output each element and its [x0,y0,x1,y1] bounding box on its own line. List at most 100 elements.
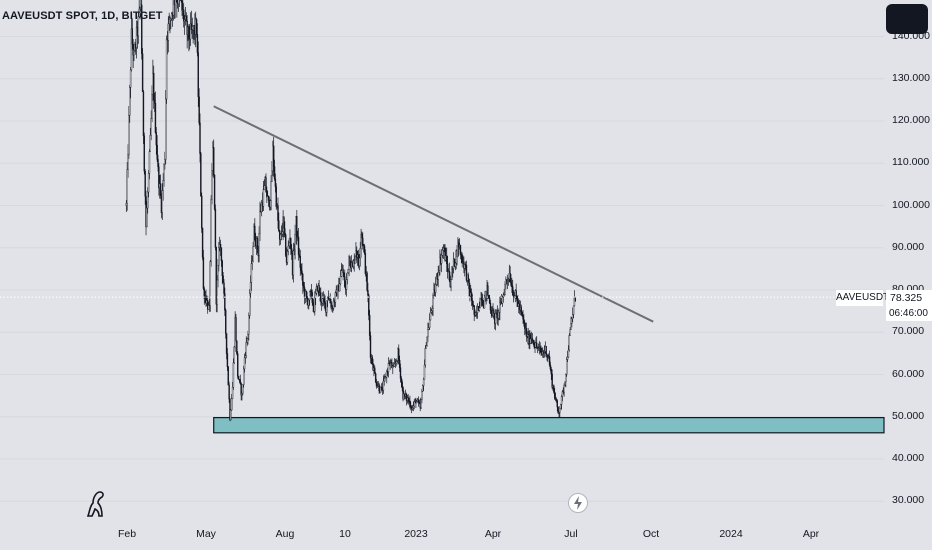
time-tick-label: 2024 [719,528,743,540]
candle-body [557,406,559,414]
candle-body [431,308,433,311]
candle-body [219,244,222,248]
candle-body [525,328,528,337]
candle-body [172,0,175,16]
candle-body [438,270,440,273]
candle-body [292,250,295,276]
candle-body [130,28,133,71]
candle-body [505,279,507,285]
candle-body [497,310,499,319]
candle-body [218,247,220,266]
candle-body [168,17,170,25]
price-tick-label: 120.000 [892,114,930,126]
candle-body [382,380,385,391]
candle-body [442,247,445,251]
candle-body [217,264,219,281]
candle-body [376,385,379,387]
candle-body [243,357,246,370]
candle-body [359,248,361,259]
candle-body [320,292,322,302]
candle-body [441,249,444,256]
candle-body [464,264,467,266]
candle-body [137,16,140,37]
candle-body [504,284,506,295]
candle-body [494,313,497,324]
candle-body [454,262,457,267]
candle-body [278,220,280,231]
candle-body [224,293,226,311]
candle-body [435,276,438,285]
candle-body [453,258,456,267]
candle-body [148,151,151,174]
candle-body [369,335,372,359]
candle-body [324,301,326,304]
price-tick-label: 40.000 [892,452,925,464]
candle-body [554,398,557,400]
candle-body [444,247,446,261]
candle-body [501,296,504,304]
candle-body [270,181,272,201]
candle-body [571,318,573,324]
candle-body [352,260,355,267]
candle-body [188,26,190,39]
candle-body [177,0,180,5]
candle-body [125,203,128,206]
candle-body [330,302,332,308]
candle-body [165,98,167,160]
candle-body [329,298,331,304]
chart-menu-button[interactable] [886,4,928,34]
candle-body [147,173,150,193]
candle-body [386,371,388,378]
candle-body [416,401,418,404]
candle-body [464,264,466,269]
candle-body [141,4,143,54]
candle-body [545,346,547,357]
candle-body [233,346,235,363]
candle-body [312,302,314,306]
candle-body [269,200,271,208]
candle-body [426,336,428,346]
candle-body [476,312,478,314]
candle-body [214,208,217,248]
candle-body [523,318,525,323]
candle-body [153,99,156,104]
candle-body [231,387,234,399]
candle-body [299,255,301,268]
time-tick-label: Aug [275,528,295,540]
candle-body [225,309,227,334]
candle-body [164,159,166,165]
candle-body [411,407,414,410]
candle-body [242,384,244,394]
candle-body [424,348,427,366]
candle-body [421,391,423,400]
candle-body [554,392,556,399]
candle-body [260,202,263,212]
candle-body [222,275,224,283]
candle-body [380,386,382,393]
candle-body [170,18,172,21]
candle-body [428,327,430,330]
candle-body [286,251,289,263]
candle-body [398,359,401,368]
chart-title: AAVEUSDT SPOT, 1D, BITGET [2,10,163,22]
candle-body [220,247,223,262]
candle-body [141,53,144,92]
candle-body [225,333,228,354]
candle-body [356,250,358,258]
candle-body [254,225,256,241]
candle-body [240,383,242,396]
candle-body [448,270,451,281]
candle-body [161,190,164,214]
candle-body [422,378,425,386]
candle-body [574,297,576,302]
candle-body [509,273,511,283]
candle-body [133,50,135,56]
lightning-icon[interactable] [568,493,588,513]
candle-body [205,295,207,304]
candle-body [162,180,164,191]
candle-body [223,282,225,294]
candle-body [364,253,367,274]
candle-body [183,9,185,22]
